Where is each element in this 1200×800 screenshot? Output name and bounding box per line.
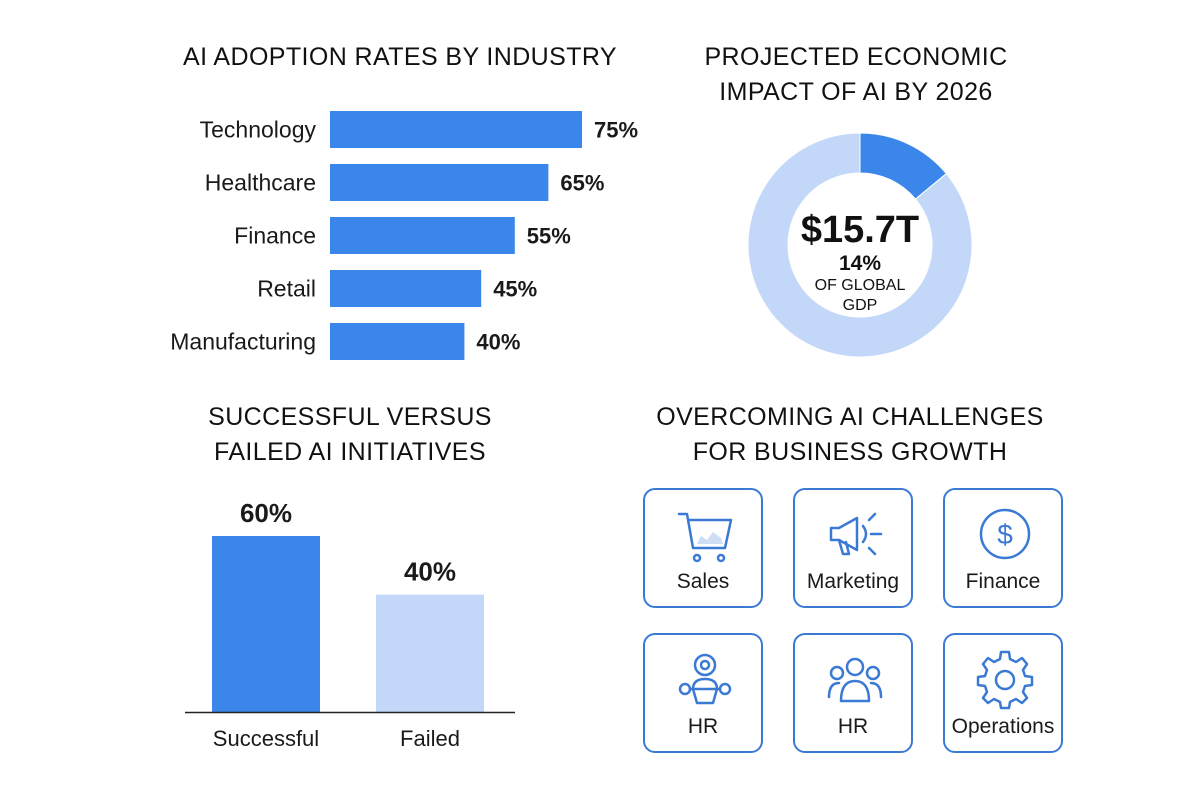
bar-manufacturing [330,323,465,360]
bar-finance [330,217,515,254]
challenges-title-line1: OVERCOMING AI CHALLENGES [656,403,1044,431]
bar-technology [330,111,582,148]
category-label: Finance [234,223,316,249]
bar-failed [376,594,484,712]
gear-icon [976,650,1034,710]
impact-title-line1: PROJECTED ECONOMIC [704,43,1008,71]
donut-center-sub-2: GDP [842,297,878,314]
value-label: 45% [493,277,537,302]
challenges-title-line2: FOR BUSINESS GROWTH [692,438,1008,466]
value-label: 60% [240,498,292,528]
success-bar-chart: 60% Successful 40% Failed [185,498,515,751]
success-title-line1: SUCCESSFUL VERSUS [208,403,492,431]
tile-hr-org[interactable]: HR [643,633,763,753]
category-label: Failed [400,726,460,751]
tile-finance[interactable]: $ Finance [943,488,1063,608]
tile-hr-team[interactable]: HR [793,633,913,753]
category-label: Healthcare [205,170,316,196]
bar-retail [330,270,482,307]
bar-healthcare [330,164,549,201]
category-label: Manufacturing [170,329,316,355]
tile-label: Operations [951,715,1055,738]
impact-title-line2: IMPACT OF AI BY 2026 [719,78,993,106]
value-label: 55% [527,224,571,249]
cart-icon [677,512,733,563]
success-title-line2: FAILED AI INITIATIVES [214,438,486,466]
tile-sales[interactable]: Sales [643,488,763,608]
value-label: 40% [476,330,520,355]
tile-label: Marketing [806,570,900,593]
success-chart-title: SUCCESSFUL VERSUS FAILED AI INITIATIVES [150,400,550,470]
category-label: Successful [213,726,319,751]
impact-chart-title: PROJECTED ECONOMIC IMPACT OF AI BY 2026 [656,40,1056,110]
donut-center-percent: 14% [838,252,882,275]
tile-label: HR [837,715,869,738]
bar-successful [212,536,320,712]
adoption-chart-title: AI ADOPTION RATES BY INDUSTRY [150,40,650,75]
donut-center-value: $15.7T [800,209,920,251]
challenges-title: OVERCOMING AI CHALLENGES FOR BUSINESS GR… [600,400,1100,470]
tile-label: HR [687,715,719,738]
impact-donut-chart [747,132,973,358]
tile-label: Finance [965,570,1041,593]
adoption-title-text: AI ADOPTION RATES BY INDUSTRY [183,43,617,71]
value-label: 75% [594,118,638,143]
value-label: 40% [404,557,456,587]
value-label: 65% [560,171,604,196]
donut-center-sub-1: OF GLOBAL [814,277,906,294]
svg-text:$: $ [997,519,1013,550]
tile-marketing[interactable]: Marketing [793,488,913,608]
team-icon [827,657,883,703]
donut-center-label: $15.7T 14% OF GLOBAL GDP [760,208,960,316]
tile-label: Sales [676,570,730,593]
category-label: Retail [257,276,316,302]
tile-operations[interactable]: Operations [943,633,1063,753]
category-label: Technology [200,117,317,143]
megaphone-icon [829,512,883,556]
org-network-icon [678,653,732,705]
donut-slice-1 [747,132,973,358]
adoption-bar-chart: Technology 75% Healthcare 65% Finance 55% Reta… [170,111,638,360]
dollar-icon: $ [979,508,1031,560]
